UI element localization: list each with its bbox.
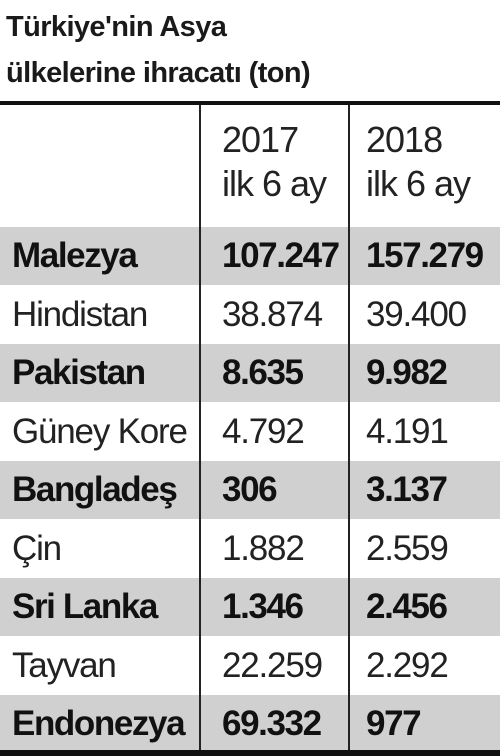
row-highlight-band — [0, 695, 500, 753]
table-row: Tayvan 22.259 2.292 — [0, 637, 500, 695]
row-highlight-band — [0, 227, 500, 285]
header-year: 2018 — [366, 119, 443, 160]
value-2018-cell: 3.137 — [366, 470, 448, 509]
value-2018-cell: 4.191 — [366, 412, 449, 451]
bottom-rule — [0, 750, 500, 756]
value-2018-cell: 9.982 — [366, 353, 448, 392]
column-header-2017: 2017 ilk 6 ay — [222, 118, 327, 228]
value-2017-cell: 4.792 — [222, 412, 305, 451]
column-header-2018: 2018 ilk 6 ay — [366, 118, 471, 228]
table-row: Güney Kore 4.792 4.191 — [0, 403, 500, 461]
chart-title: Türkiye'nin Asya ülkelerine ihracatı (to… — [6, 4, 496, 96]
row-highlight-band — [0, 461, 500, 519]
header-year: 2017 — [222, 119, 299, 160]
header-period: ilk 6 ay — [222, 163, 327, 204]
row-highlight-band — [0, 578, 500, 636]
table-row: Çin 1.882 2.559 — [0, 520, 500, 578]
top-rule — [0, 101, 500, 105]
country-cell: Sri Lanka — [12, 587, 158, 626]
country-cell: Malezya — [12, 236, 138, 275]
value-2017-cell: 1.882 — [222, 529, 305, 568]
value-2018-cell: 157.279 — [366, 236, 484, 275]
value-2017-cell: 38.874 — [222, 295, 323, 334]
country-cell: Bangladeş — [12, 470, 178, 509]
table-row: Sri Lanka 1.346 2.456 — [0, 578, 500, 636]
row-highlight-band — [0, 344, 500, 402]
value-2017-cell: 22.259 — [222, 646, 323, 685]
country-cell: Pakistan — [12, 353, 146, 392]
country-cell: Endonezya — [12, 704, 186, 743]
title-line-2: ülkelerine ihracatı (ton) — [6, 57, 311, 89]
country-cell: Çin — [12, 529, 62, 568]
table-row: Hindistan 38.874 39.400 — [0, 286, 500, 344]
table-row: Malezya 107.247 157.279 — [0, 227, 500, 285]
country-cell: Hindistan — [12, 295, 148, 334]
table-row: Bangladeş 306 3.137 — [0, 461, 500, 519]
value-2017-cell: 107.247 — [222, 236, 340, 275]
table-row: Endonezya 69.332 977 — [0, 695, 500, 753]
header-period: ilk 6 ay — [366, 163, 471, 204]
value-2017-cell: 69.332 — [222, 704, 322, 743]
country-cell: Tayvan — [12, 646, 117, 685]
column-divider — [348, 105, 350, 756]
value-2017-cell: 1.346 — [222, 587, 304, 626]
column-divider — [199, 105, 201, 756]
value-2017-cell: 8.635 — [222, 353, 304, 392]
value-2018-cell: 2.559 — [366, 529, 449, 568]
title-line-1: Türkiye'nin Asya — [6, 11, 227, 43]
table-row: Pakistan 8.635 9.982 — [0, 344, 500, 402]
value-2018-cell: 2.456 — [366, 587, 448, 626]
value-2018-cell: 2.292 — [366, 646, 449, 685]
country-cell: Güney Kore — [12, 412, 188, 451]
value-2018-cell: 977 — [366, 704, 422, 743]
value-2018-cell: 39.400 — [366, 295, 467, 334]
value-2017-cell: 306 — [222, 470, 278, 509]
